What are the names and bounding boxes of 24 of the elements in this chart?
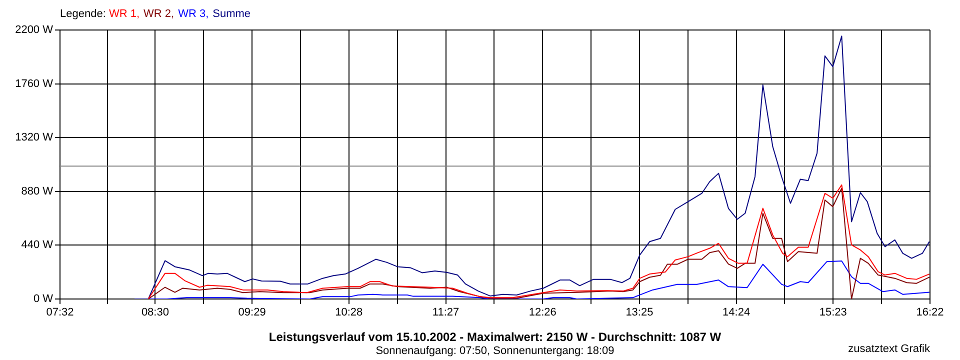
x-tick-label: 14:24 [722,306,750,319]
text: zusatztext Grafik [848,343,930,355]
text: WR 1, [108,8,140,20]
text: Sonnenaufgang: 07:50, Sonnenuntergang: 18:09 [376,345,614,357]
text: WR 2, [144,8,174,20]
x-tick-label: 12:26 [528,306,556,319]
text: WR 3, [178,8,209,20]
x-tick-label: 16:22 [916,306,944,319]
legend-title: Legende: [60,8,107,20]
text: Leistungsverlauf vom 15.10.2002 - Maximalwert: 2150 W - Durchschnitt: 1087 W [268,330,722,344]
x-tick-label: 15:23 [819,306,847,319]
x-tick-label: 11:27 [432,306,460,319]
y-tick-label: 2200 W [15,24,54,36]
y-tick-label: 1760 W [15,78,54,90]
y-tick-label: 440 W [21,239,54,252]
y-tick-label: 0 W [33,293,54,306]
y-tick-label: 880 W [21,185,54,198]
x-tick-label: 08:30 [141,306,169,319]
x-tick-label: 09:29 [238,306,266,319]
x-tick-label: 07:32 [46,306,74,319]
y-tick-label: 1320 W [15,132,54,144]
x-tick-label: 13:25 [626,306,654,319]
text: Summe [212,8,251,20]
x-tick-label: 10:28 [335,306,363,319]
